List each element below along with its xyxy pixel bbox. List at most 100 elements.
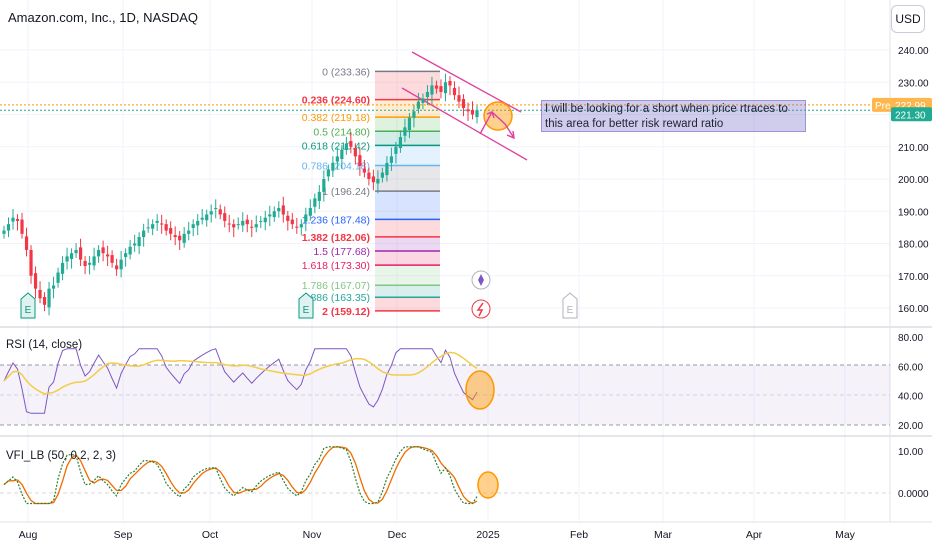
earnings-marker[interactable]: E <box>20 292 36 319</box>
price-tick-label: 160.00 <box>898 304 929 315</box>
earnings-marker[interactable]: E <box>562 292 578 319</box>
projection-arrow-head <box>486 111 495 119</box>
candle <box>187 221 191 241</box>
candle <box>6 217 11 238</box>
earnings-marker[interactable]: E <box>298 292 314 319</box>
candle <box>232 219 236 238</box>
candle <box>362 159 366 178</box>
candle <box>236 217 240 230</box>
premarket-label: Pre <box>875 101 891 112</box>
projection-arrow[interactable] <box>479 110 515 139</box>
time-tick-label: Dec <box>388 529 407 541</box>
fib-zone <box>375 285 440 298</box>
event-dividend-icon[interactable] <box>471 299 491 319</box>
fib-zone <box>375 219 440 237</box>
vfi-highlight-circle[interactable] <box>477 471 499 499</box>
candle <box>155 214 159 231</box>
candle <box>164 219 168 236</box>
candle <box>394 141 398 164</box>
time-axis[interactable]: Aug Sep Oct Nov Dec 2025 Feb Mar Apr May <box>19 529 856 541</box>
candle <box>20 212 24 239</box>
time-tick-label: 2025 <box>476 529 500 541</box>
candle <box>268 205 272 227</box>
candle <box>160 214 164 234</box>
candle <box>344 136 348 155</box>
candle <box>133 234 137 252</box>
candle <box>353 143 357 165</box>
fib-level-label: 0.786 (204.18) <box>302 161 370 173</box>
candlestick-series <box>2 73 479 316</box>
candle <box>367 167 371 186</box>
candle <box>254 215 258 233</box>
candle <box>115 258 119 276</box>
last-price-tag: 221.30 <box>891 107 932 122</box>
candle <box>286 210 290 231</box>
rsi-line <box>3 348 478 414</box>
annotation-note[interactable]: I will be looking for a short when price… <box>541 100 806 132</box>
currency-button[interactable]: USD <box>891 5 925 33</box>
fib-level-label: 1.382 (182.06) <box>302 232 370 244</box>
candle <box>69 248 74 269</box>
target-zone-circle[interactable] <box>483 101 513 131</box>
candle <box>173 226 177 246</box>
fibonacci-extension[interactable]: 0 (233.36) 0.236 (224.60) 0.382 (219.18) 0.… <box>302 66 440 318</box>
candle <box>218 204 222 220</box>
fib-zone <box>375 265 440 286</box>
candle <box>380 167 384 183</box>
candle <box>259 216 263 229</box>
candle <box>200 208 204 225</box>
rsi-highlight-circle[interactable] <box>465 370 495 410</box>
projection-arrow-head <box>506 130 515 140</box>
candle <box>416 92 421 114</box>
chart-title: Amazon.com, Inc., 1D, NASDAQ <box>8 10 198 25</box>
fib-zone <box>375 71 440 100</box>
vfi-pane-title: VFI_LB (50, 0.2, 2, 3) <box>6 450 116 462</box>
candle <box>448 76 452 96</box>
candle <box>33 266 38 299</box>
candle <box>15 214 20 231</box>
vfi-pane[interactable]: VFI_LB (50, 0.2, 2, 3) <box>0 446 890 505</box>
fib-level-label: 1.786 (167.07) <box>302 280 370 292</box>
candle <box>371 169 375 191</box>
earnings-letter: E <box>303 305 310 316</box>
rsi-pane[interactable]: RSI (14, close) <box>0 339 890 426</box>
vfi-axis[interactable]: 10.00 0.0000 <box>898 447 929 500</box>
channel-upper-line[interactable] <box>411 51 522 113</box>
rsi-axis[interactable]: 80.00 60.00 40.00 20.00 <box>898 333 923 432</box>
candle <box>245 214 249 233</box>
candle <box>317 185 321 209</box>
candle <box>42 292 47 312</box>
candle <box>340 145 344 169</box>
vfi-line <box>3 446 478 505</box>
time-tick-label: May <box>835 529 856 541</box>
candle <box>209 204 213 223</box>
event-diamond-icon[interactable] <box>471 270 491 290</box>
price-tick-label: 190.00 <box>898 207 929 218</box>
candle <box>223 206 227 228</box>
price-tick-label: 180.00 <box>898 240 929 251</box>
fib-level-label: 1.886 (163.35) <box>302 292 370 304</box>
candle <box>412 104 416 128</box>
candle <box>439 79 443 99</box>
candle <box>277 201 281 218</box>
candle <box>182 227 186 248</box>
projection-arrows[interactable] <box>479 101 515 140</box>
candle <box>24 227 29 257</box>
time-tick-label: Nov <box>303 529 322 541</box>
candle <box>2 225 6 239</box>
fib-level-label: 0.5 (214.80) <box>313 126 370 138</box>
rsi-tick-label: 40.00 <box>898 392 923 403</box>
candle <box>331 156 335 178</box>
fib-level-label: 0.382 (219.18) <box>302 112 370 124</box>
candle <box>475 105 479 124</box>
candle <box>142 223 146 247</box>
rsi-tick-label: 20.00 <box>898 421 923 432</box>
candle <box>38 281 42 304</box>
time-tick-label: Feb <box>570 529 588 541</box>
price-axis[interactable]: 240.00230.00220.00210.00200.00190.00180.… <box>898 46 929 315</box>
candle <box>376 170 380 194</box>
candle <box>290 212 294 229</box>
candle <box>92 247 96 271</box>
